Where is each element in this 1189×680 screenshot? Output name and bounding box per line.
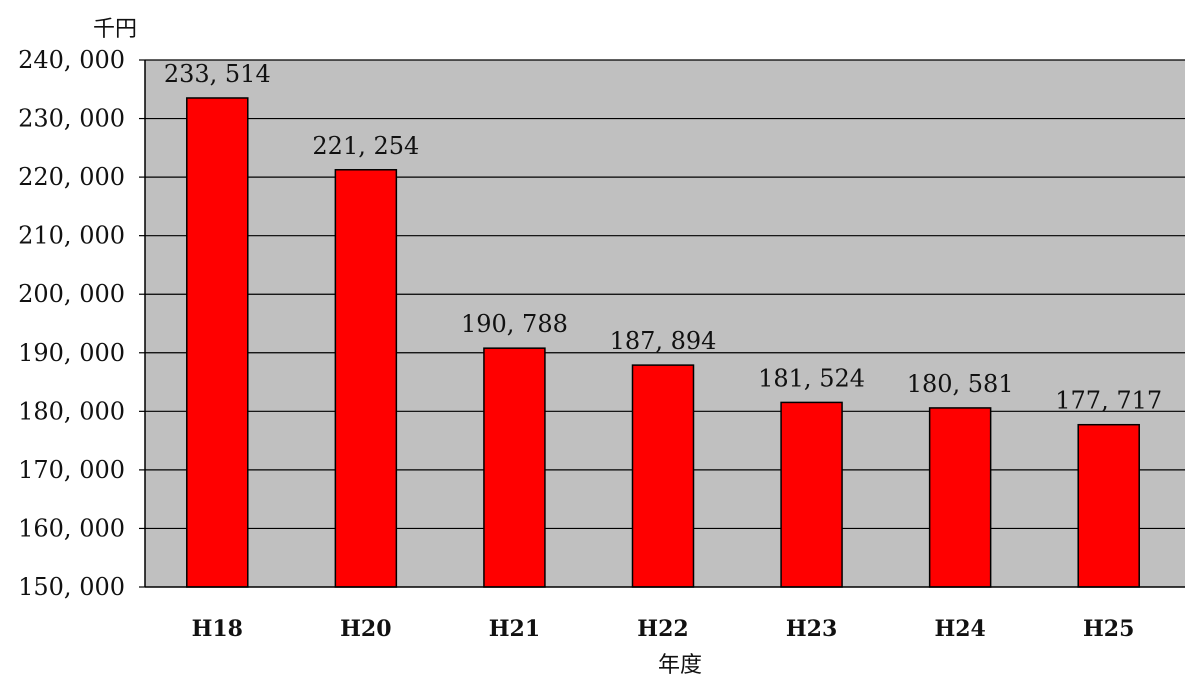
data-label: 177, 717 <box>1055 387 1162 415</box>
y-tick-label: 150, 000 <box>18 573 125 601</box>
y-axis-title: 千円 <box>93 17 137 42</box>
category-label: H22 <box>637 616 688 642</box>
y-tick-label: 220, 000 <box>18 163 125 191</box>
bar-H22 <box>631 364 695 588</box>
data-label: 187, 894 <box>610 327 717 355</box>
data-label: 233, 514 <box>164 60 271 88</box>
data-label: 221, 254 <box>312 132 419 160</box>
y-tick-label: 180, 000 <box>18 397 125 425</box>
y-tick-labels: 150, 000 160, 000 170, 000 180, 000 190, 000… <box>18 46 145 601</box>
bar-H23 <box>780 401 843 588</box>
bar-H20 <box>334 169 398 588</box>
y-tick-label: 160, 000 <box>18 514 125 542</box>
y-tick-label: 170, 000 <box>18 456 125 484</box>
bar-H24 <box>928 407 992 588</box>
category-label: H21 <box>489 616 540 642</box>
category-label: H18 <box>192 616 243 642</box>
bar-H18 <box>186 97 249 588</box>
y-tick-label: 240, 000 <box>18 46 125 74</box>
data-label: 181, 524 <box>758 364 865 392</box>
category-label: H24 <box>934 616 985 642</box>
y-tick-label: 230, 000 <box>18 105 125 133</box>
bar-H21 <box>483 347 546 588</box>
data-label: 190, 788 <box>461 310 568 338</box>
category-label: H23 <box>786 616 837 642</box>
y-tick-label: 200, 000 <box>18 280 125 308</box>
x-axis-title: 年度 <box>658 653 702 678</box>
data-label: 180, 581 <box>907 370 1014 398</box>
category-label: H25 <box>1083 616 1134 642</box>
category-label: H20 <box>340 616 391 642</box>
bar-H25 <box>1077 423 1140 588</box>
y-tick-label: 210, 000 <box>18 222 125 250</box>
y-tick-label: 190, 000 <box>18 339 125 367</box>
category-labels: H18 H20 H21 H22 H23 H24 H25 <box>192 616 1135 642</box>
bars <box>186 97 1140 588</box>
data-labels: 233, 514 221, 254 190, 788 187, 894 181, 524… <box>164 60 1162 415</box>
